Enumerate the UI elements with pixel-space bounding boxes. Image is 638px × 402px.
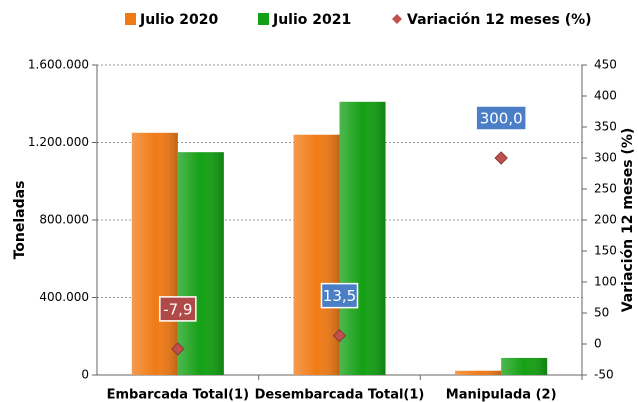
x-tick-label: Embarcada Total(1) xyxy=(107,388,249,402)
y-tick-label: 1.200.000 xyxy=(28,135,89,149)
legend-marker xyxy=(125,13,136,25)
value-label: 300,0 xyxy=(480,110,523,128)
variation-marker xyxy=(171,342,185,356)
y-tick-label: 800.000 xyxy=(39,213,89,227)
y-tick-label: 400.000 xyxy=(39,290,89,304)
y-tick-label: 1.600.000 xyxy=(28,58,89,72)
bar-shade xyxy=(177,152,224,375)
y2-tick-label: 200 xyxy=(594,213,617,227)
value-label: -7,9 xyxy=(163,300,192,318)
y-axis-title: Toneladas xyxy=(12,181,28,260)
legend-marker xyxy=(258,13,269,25)
bar-shade xyxy=(339,101,386,375)
y2-tick-label: 0 xyxy=(594,337,602,351)
y2-tick-label: 300 xyxy=(594,151,617,165)
value-label: 13,5 xyxy=(323,287,356,305)
bar-shade xyxy=(455,370,502,375)
y2-tick-label: 150 xyxy=(594,244,617,258)
bar-shade xyxy=(293,134,340,375)
legend-label: Variación 12 meses (%) xyxy=(407,12,592,28)
bar-shade xyxy=(131,132,178,375)
y-tick-label: 0 xyxy=(81,368,89,382)
legend-marker xyxy=(392,14,402,24)
y2-tick-label: 100 xyxy=(594,275,617,289)
y2-axis-title: Variación 12 meses (%) xyxy=(620,128,636,313)
variation-marker xyxy=(332,328,347,343)
value-label-box xyxy=(159,296,197,322)
x-tick-label: Manipulada (2) xyxy=(446,388,557,402)
y2-tick-label: 450 xyxy=(594,58,617,72)
y2-tick-label: 250 xyxy=(594,182,617,196)
x-tick-label: Desembarcada Total(1) xyxy=(255,388,425,402)
legend-label: Julio 2021 xyxy=(272,12,351,28)
y2-tick-label: 350 xyxy=(594,120,617,134)
y2-tick-label: -50 xyxy=(594,368,614,382)
value-label-box xyxy=(475,105,527,131)
bar-shade xyxy=(501,357,548,375)
y2-tick-label: 400 xyxy=(594,89,617,103)
legend-label: Julio 2020 xyxy=(139,12,218,28)
variation-marker xyxy=(494,151,508,165)
legend: Julio 2020 Julio 2021 Variación 12 meses (… xyxy=(125,12,592,28)
value-label-box xyxy=(320,282,359,309)
y2-tick-label: 50 xyxy=(594,306,609,320)
